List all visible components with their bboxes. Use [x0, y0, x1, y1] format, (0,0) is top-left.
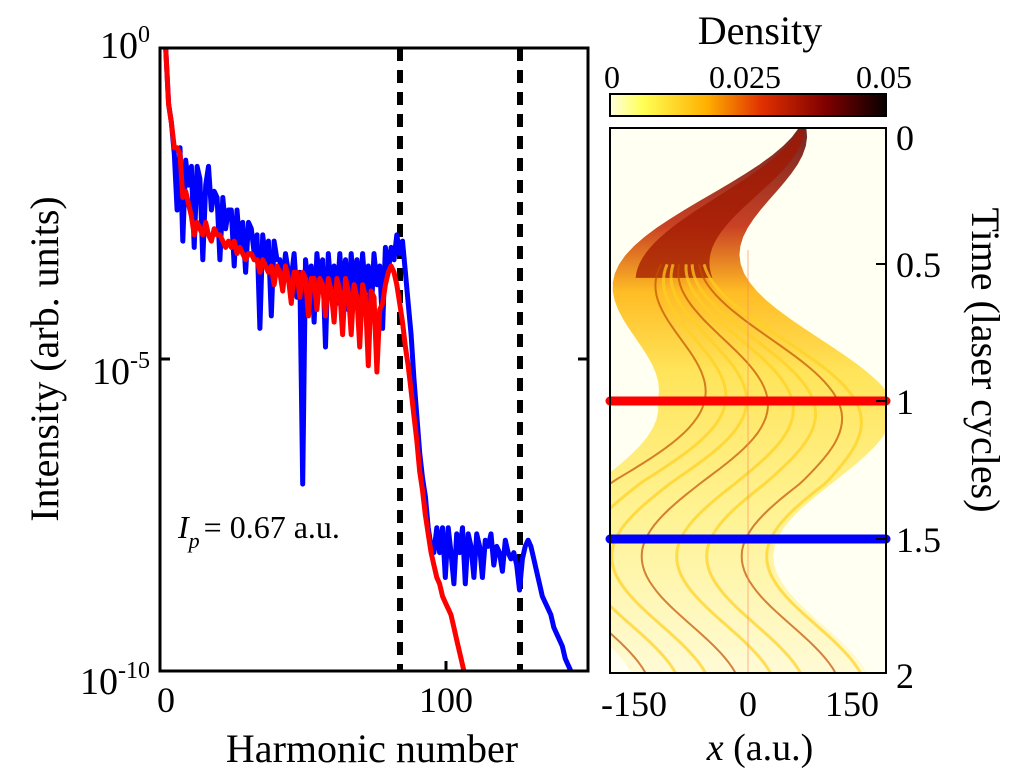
density-filament: [610, 263, 728, 673]
density-filament: [610, 263, 707, 673]
colorbar-title: Density: [698, 8, 822, 53]
density-filament: [690, 264, 818, 673]
x-tick-150: 150: [825, 684, 879, 724]
density-core: [635, 128, 805, 278]
y-tick-label-1e-10: 10-10: [80, 658, 150, 703]
x-tick-label-0: 0: [157, 680, 175, 720]
density-panel: Density 0 0.025 0.05 0 0.5 1 1.5 2 -150 …: [601, 8, 1008, 769]
time-tick-1: 1: [896, 382, 914, 422]
time-tick-0.5: 0.5: [896, 245, 941, 285]
density-x-axis-label: x (a.u.): [706, 727, 814, 769]
time-tick-2: 2: [896, 656, 914, 696]
colorbar-tick-0.05: 0.05: [856, 59, 912, 95]
colorbar-tick-0: 0: [604, 59, 620, 95]
density-filament: [698, 264, 844, 673]
density-filament: [640, 264, 769, 673]
density-filament: [610, 263, 749, 673]
colorbar: [609, 93, 887, 117]
y-axis-label: Intensity (arb. units): [22, 196, 67, 522]
colorbar-tick-0.025: 0.025: [709, 59, 781, 95]
x-tick-0: 0: [739, 684, 757, 724]
density-filament: [702, 263, 863, 673]
y-tick-label-1e-5: 10-5: [92, 348, 150, 393]
y-tick-label-1e0: 100: [100, 22, 150, 67]
time-tick-1.5: 1.5: [896, 520, 941, 560]
series-line-red: [163, 48, 467, 671]
ip-annotation: Ip = 0.67 a.u.: [177, 509, 340, 553]
time-tick-0: 0: [896, 118, 914, 158]
spectrum-panel: 0 100 100 10-5 10-10 Harmonic number Int…: [22, 22, 590, 771]
x-tick-label-100: 100: [419, 680, 473, 720]
x-axis-label: Harmonic number: [226, 726, 518, 771]
x-tick-neg150: -150: [601, 684, 667, 724]
density-y-axis-label: Time (laser cycles): [963, 207, 1008, 512]
density-filament: [675, 264, 795, 673]
